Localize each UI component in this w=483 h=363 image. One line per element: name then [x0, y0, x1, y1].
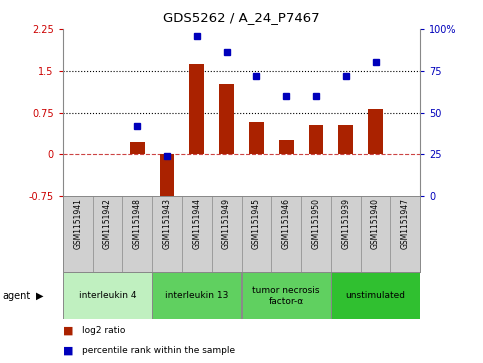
Text: GSM1151947: GSM1151947 [401, 198, 410, 249]
Text: unstimulated: unstimulated [345, 291, 406, 300]
Text: GSM1151943: GSM1151943 [163, 198, 171, 249]
Bar [338, 125, 353, 154]
Text: GSM1151944: GSM1151944 [192, 198, 201, 249]
Text: GSM1151941: GSM1151941 [73, 198, 82, 249]
Bar [189, 64, 204, 154]
Text: GSM1151940: GSM1151940 [371, 198, 380, 249]
Bar [309, 125, 324, 154]
Bar [249, 122, 264, 154]
Bar [152, 272, 242, 319]
Text: interleukin 4: interleukin 4 [79, 291, 136, 300]
Text: log2 ratio: log2 ratio [82, 326, 126, 335]
Bar [242, 272, 331, 319]
Text: agent: agent [2, 291, 30, 301]
Text: GSM1151945: GSM1151945 [252, 198, 261, 249]
Text: ▶: ▶ [36, 291, 44, 301]
Bar [130, 142, 145, 154]
Bar [279, 140, 294, 154]
Bar [368, 109, 383, 154]
Text: ■: ■ [63, 325, 73, 335]
Text: GSM1151939: GSM1151939 [341, 198, 350, 249]
Text: GDS5262 / A_24_P7467: GDS5262 / A_24_P7467 [163, 11, 320, 24]
Bar [219, 83, 234, 154]
Text: GSM1151950: GSM1151950 [312, 198, 320, 249]
Text: tumor necrosis
factor-α: tumor necrosis factor-α [253, 286, 320, 306]
Text: GSM1151948: GSM1151948 [133, 198, 142, 249]
Text: GSM1151942: GSM1151942 [103, 198, 112, 249]
Text: GSM1151949: GSM1151949 [222, 198, 231, 249]
Text: interleukin 13: interleukin 13 [165, 291, 228, 300]
Text: GSM1151946: GSM1151946 [282, 198, 291, 249]
Text: ■: ■ [63, 345, 73, 355]
Text: percentile rank within the sample: percentile rank within the sample [82, 346, 235, 355]
Bar [159, 154, 174, 213]
Bar [63, 272, 152, 319]
Bar [331, 272, 420, 319]
